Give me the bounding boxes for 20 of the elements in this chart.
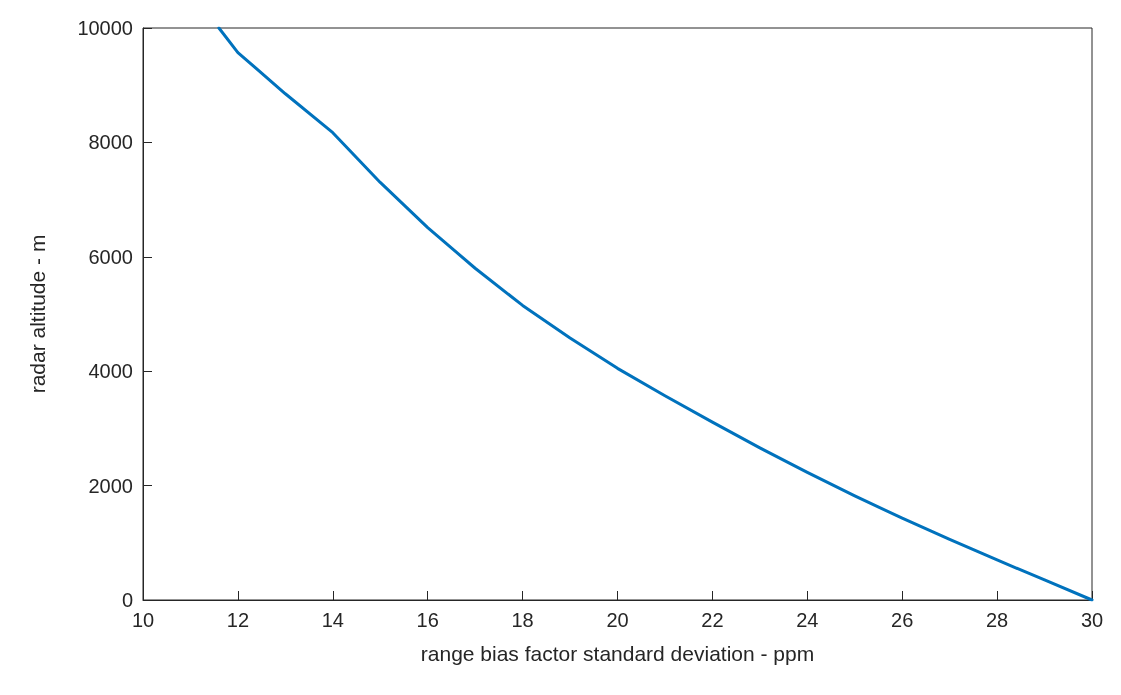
x-axis-title: range bias factor standard deviation - ppm xyxy=(420,642,815,665)
y-tick-label: 6000 xyxy=(88,245,133,268)
x-tick-label: 14 xyxy=(321,609,344,631)
x-tick-label: 30 xyxy=(1080,609,1104,631)
x-tick-label: 22 xyxy=(701,609,724,631)
y-axis-title: radar altitude - m xyxy=(26,234,49,394)
line-series xyxy=(217,26,1094,602)
y-tick-label: 2000 xyxy=(88,474,133,497)
x-tick-label: 10 xyxy=(131,609,155,631)
y-tick-label: 4000 xyxy=(88,360,133,383)
y-tick-label: 10000 xyxy=(77,17,133,39)
y-tick-label: 8000 xyxy=(88,131,133,154)
x-tick-label: 28 xyxy=(985,609,1009,631)
x-tick-label: 26 xyxy=(891,609,914,631)
x-tick-label: 18 xyxy=(511,609,534,631)
y-tick-label: 0 xyxy=(121,589,133,611)
x-tick-label: 16 xyxy=(416,609,439,631)
x-tick-label: 12 xyxy=(226,609,250,631)
x-tick-label: 24 xyxy=(796,609,819,631)
x-tick-label: 20 xyxy=(606,609,629,631)
